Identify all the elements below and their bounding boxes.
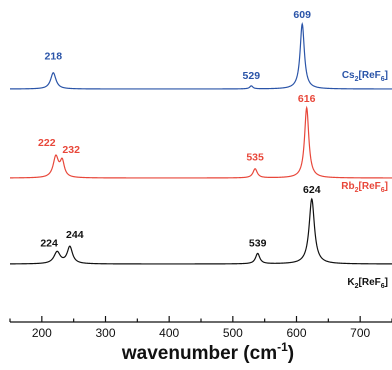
peak-label-cs2-ref6-529: 529 — [243, 70, 261, 82]
x-axis-label: wavenumber (cm-1) — [121, 340, 294, 364]
series-label-rb2-ref6: Rb2[ReF6] — [341, 181, 388, 194]
series-line-rb2-ref6 — [10, 105, 392, 179]
x-axis: 200 300 400 500 600 700 — [9, 316, 392, 340]
x-tick-label: 200 — [32, 326, 52, 340]
x-tick-label: 300 — [95, 326, 115, 340]
x-tick-label: 700 — [350, 326, 370, 340]
peak-label-rb2-ref6-616: 616 — [298, 93, 316, 105]
peak-label-k2-ref6-624: 624 — [303, 184, 321, 196]
x-tick-label: 400 — [159, 326, 179, 340]
series-label-cs2-ref6: Cs2[ReF6] — [342, 70, 388, 83]
peak-label-k2-ref6-244: 244 — [66, 229, 84, 241]
series-line-cs2-ref6 — [10, 22, 392, 90]
peak-label-rb2-ref6-232: 232 — [62, 144, 80, 156]
peak-label-rb2-ref6-535: 535 — [246, 152, 264, 164]
peak-labels: 218 529 609 222 232 535 616 224 244 539 624 — [38, 9, 321, 249]
peak-label-k2-ref6-539: 539 — [249, 237, 267, 249]
peak-label-cs2-ref6-218: 218 — [45, 51, 63, 63]
spectrum-traces — [10, 22, 392, 265]
peak-label-k2-ref6-224: 224 — [40, 237, 58, 249]
x-tick-label: 500 — [223, 326, 243, 340]
peak-label-cs2-ref6-609: 609 — [293, 9, 311, 21]
series-label-k2-ref6: K2[ReF6] — [347, 277, 388, 290]
series-line-k2-ref6 — [10, 197, 392, 265]
x-tick-label: 600 — [286, 326, 306, 340]
peak-label-rb2-ref6-222: 222 — [38, 137, 56, 149]
series-labels: Cs2[ReF6] Rb2[ReF6] K2[ReF6] — [341, 70, 388, 290]
